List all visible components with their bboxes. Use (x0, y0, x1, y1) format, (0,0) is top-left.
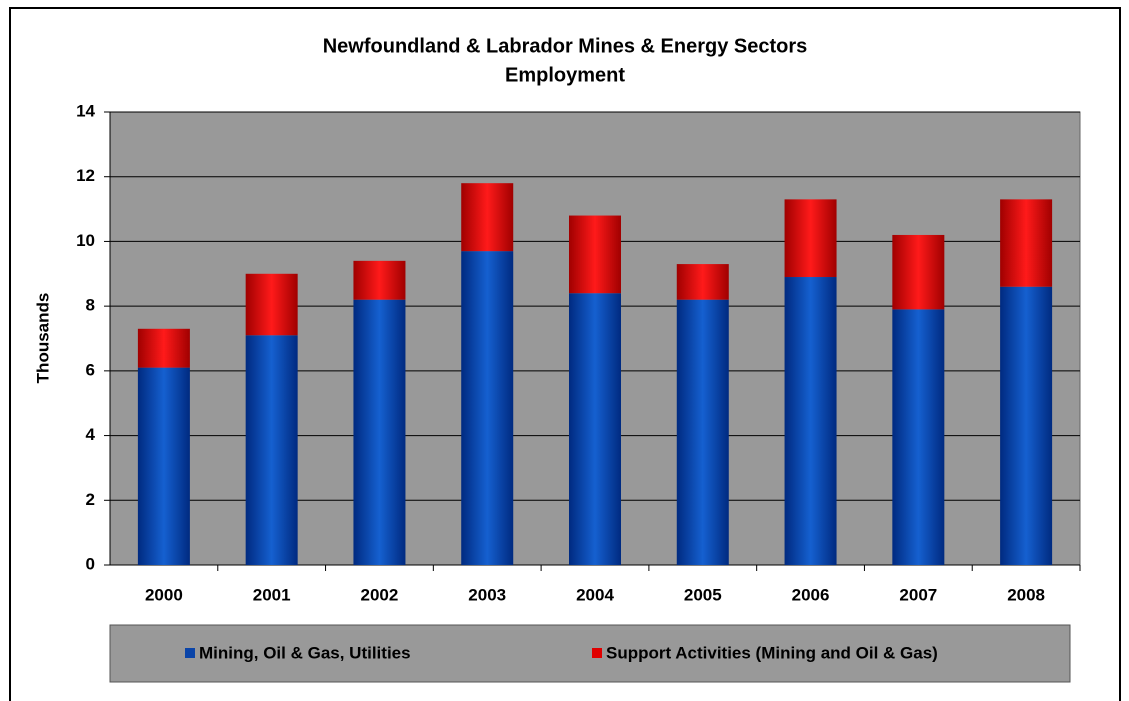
x-tick-label: 2002 (361, 585, 399, 604)
bar-segment (1000, 286, 1053, 565)
x-tick-label: 2006 (792, 585, 830, 604)
y-tick-label: 4 (86, 425, 96, 444)
bar-segment (461, 183, 514, 252)
bar-segment (137, 328, 190, 368)
y-tick-label: 6 (86, 360, 95, 379)
bar-segment (892, 309, 945, 565)
y-tick-label: 12 (76, 166, 95, 185)
x-tick-label: 2001 (253, 585, 291, 604)
legend-label: Support Activities (Mining and Oil & Gas… (606, 643, 938, 662)
bar-segment (137, 367, 190, 565)
y-tick-label: 2 (86, 490, 95, 509)
y-axis-label: Thousands (33, 293, 52, 384)
bar-segment (784, 199, 837, 278)
bar-segment (245, 273, 298, 336)
bar-segment (784, 277, 837, 565)
legend-swatch (592, 648, 602, 658)
y-tick-label: 10 (76, 231, 95, 250)
x-tick-label: 2005 (684, 585, 722, 604)
bar-segment (461, 251, 514, 565)
legend-label: Mining, Oil & Gas, Utilities (199, 643, 411, 662)
bar-segment (1000, 199, 1053, 287)
bar-segment (676, 264, 729, 300)
x-tick-label: 2004 (576, 585, 614, 604)
bar-segment (569, 293, 621, 565)
bar-segment (569, 215, 621, 294)
x-tick-label: 2008 (1007, 585, 1045, 604)
y-tick-label: 0 (86, 554, 95, 573)
y-tick-label: 8 (86, 296, 95, 315)
legend (109, 624, 1071, 683)
x-tick-label: 2000 (145, 585, 183, 604)
bar-segment (676, 299, 729, 565)
chart-subtitle: Employment (505, 64, 625, 86)
x-tick-label: 2003 (468, 585, 506, 604)
bar-segment (353, 260, 406, 300)
legend-swatch (185, 648, 195, 658)
bar-segment (353, 299, 406, 565)
x-tick-label: 2007 (899, 585, 937, 604)
chart-title: Newfoundland & Labrador Mines & Energy S… (323, 35, 808, 57)
bar-segment (892, 234, 945, 310)
y-tick-label: 14 (76, 101, 95, 120)
bar-segment (245, 335, 298, 565)
